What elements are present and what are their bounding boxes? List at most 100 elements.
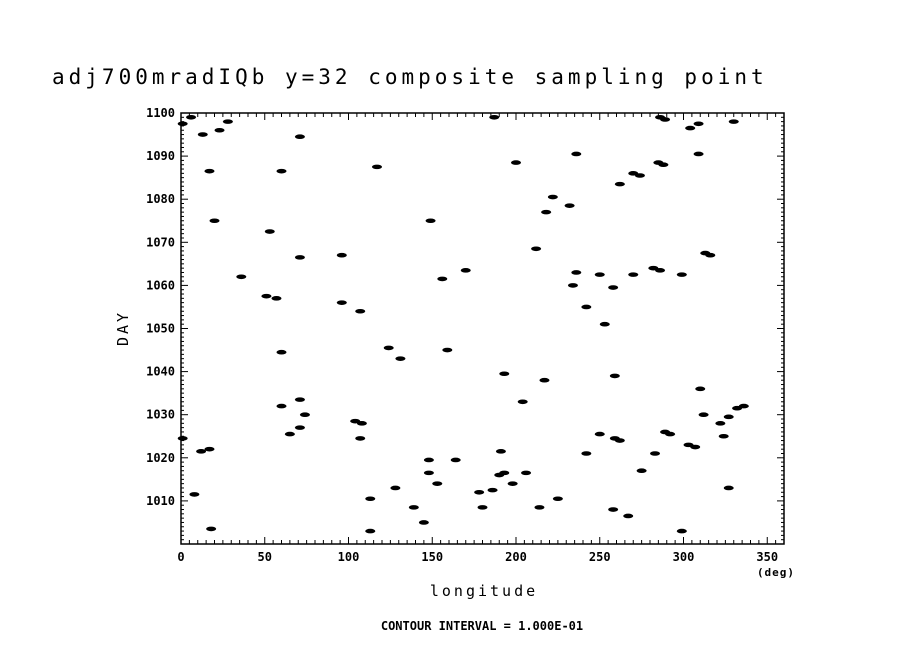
sampling-point [294,255,305,260]
sampling-point [634,173,645,178]
sampling-point [567,283,578,288]
sampling-point [495,449,506,454]
sampling-point [539,377,550,383]
y-tick-label: 1020 [146,451,175,465]
sampling-point [425,218,436,224]
sampling-point [177,436,188,441]
plot-frame [180,112,785,545]
sampling-point [204,168,215,174]
sampling-point [450,457,461,463]
sampling-point [365,496,376,502]
x-axis-label: longitude [430,582,538,600]
sampling-point [723,485,734,491]
sampling-point [623,513,634,519]
sampling-point [261,293,272,299]
sampling-point [423,470,434,476]
sampling-point [571,270,582,275]
sampling-point [437,276,448,282]
y-tick-label: 1050 [146,322,175,336]
y-tick-label: 1030 [146,408,175,422]
sampling-point [693,151,704,157]
sampling-point [581,304,592,310]
sampling-point [676,528,687,534]
sampling-point [665,431,676,437]
sampling-point [718,433,729,439]
sampling-point [390,485,401,491]
sampling-point [564,203,575,208]
sampling-point [541,209,552,215]
sampling-point [728,119,739,124]
sampling-point [594,431,605,437]
sampling-point [474,489,485,495]
sampling-point [723,414,734,420]
sampling-point [655,268,666,273]
y-tick-labels: 1010 1020 1030 1040 1050 1060 1070 1080 1090 1100 [146,106,175,508]
x-tick-label: 200 [505,550,527,564]
sampling-point [531,246,542,252]
sampling-point [608,285,619,290]
sampling-point [614,181,625,187]
x-tick-label: 250 [589,550,611,564]
y-tick-label: 1060 [146,278,175,292]
sampling-point [499,371,510,377]
sampling-point [276,349,287,355]
sampling-point [276,403,287,409]
y-tick-label: 1070 [146,235,175,249]
sampling-point [614,438,625,443]
chart-title: adj700mradIQb y=32 composite sampling po… [52,65,768,89]
sampling-point [547,194,558,200]
sampling-point [206,526,217,532]
sampling-point [186,115,197,120]
sampling-point [487,487,498,493]
sampling-point [214,127,225,133]
y-tick-label: 1080 [146,192,175,206]
y-tick-label: 1010 [146,494,175,508]
x-tick-label: 0 [177,550,184,564]
contour-interval-note: CONTOUR INTERVAL = 1.000E-01 [381,619,583,633]
minor-ticks [181,113,785,544]
sampling-point [658,162,669,168]
sampling-point [371,164,382,170]
sampling-point [356,421,367,426]
sampling-point [408,505,419,510]
y-tick-label: 1100 [146,106,175,120]
y-tick-label: 1040 [146,365,175,379]
sampling-point [511,160,521,165]
sampling-point [609,373,620,379]
sampling-point [432,481,443,486]
sampling-point [676,272,687,277]
sampling-point [294,425,305,430]
sampling-point [628,272,639,277]
x-tick-labels: 0 50 100 150 200 250 300 350 [177,550,778,564]
sampling-point [460,268,471,273]
sampling-point [264,229,275,234]
sampling-point [271,296,282,301]
sampling-point [489,115,500,120]
sampling-point [705,252,716,258]
sampling-point [660,117,671,122]
plot-area: 0 50 100 150 200 250 300 350 101010201030104010… [146,106,785,564]
sampling-point [418,520,429,525]
y-axis-label: DAY [114,310,132,346]
sampling-point [477,505,488,510]
sampling-point [383,345,394,351]
sampling-point [294,134,305,140]
sampling-point [499,470,510,476]
sampling-point [521,470,532,476]
sampling-point [284,431,295,437]
x-tick-label: 350 [756,550,778,564]
sampling-point [177,121,188,127]
x-tick-label: 50 [258,550,272,564]
x-axis-unit: (deg) [757,566,795,579]
sampling-point [693,121,704,127]
sampling-point [650,451,661,456]
sampling-point [507,481,518,486]
sampling-point [738,403,749,409]
data-points [177,115,749,534]
sampling-point [355,308,366,314]
sampling-point [189,492,200,497]
sampling-point [715,421,726,426]
sampling-point [685,125,696,131]
sampling-point [571,151,582,157]
